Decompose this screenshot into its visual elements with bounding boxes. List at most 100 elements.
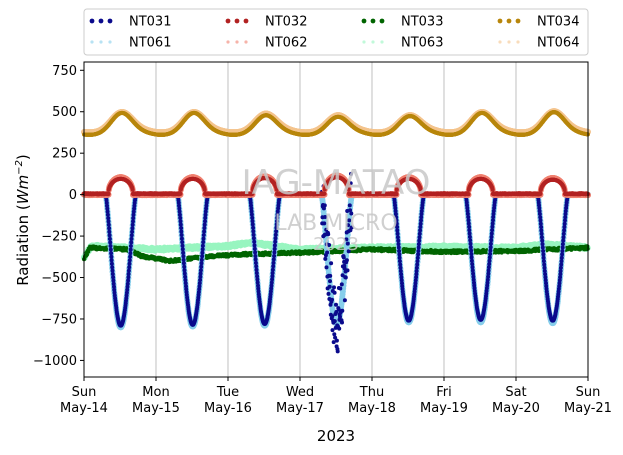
data-point bbox=[181, 257, 186, 262]
legend-marker bbox=[98, 18, 104, 24]
data-point bbox=[178, 219, 183, 224]
data-point bbox=[107, 226, 112, 231]
data-point bbox=[107, 236, 112, 241]
legend-label: NT033 bbox=[401, 15, 443, 30]
data-point bbox=[106, 222, 111, 227]
legend-marker bbox=[379, 18, 385, 24]
legend-marker bbox=[234, 18, 240, 24]
data-point bbox=[129, 233, 134, 238]
data-point bbox=[250, 222, 255, 227]
data-point bbox=[108, 244, 113, 248]
data-point bbox=[179, 229, 184, 234]
legend-item-nt061: NT061 bbox=[90, 36, 171, 51]
data-point bbox=[199, 264, 204, 269]
data-point bbox=[323, 256, 328, 261]
legend-label: NT032 bbox=[265, 15, 307, 30]
data-point bbox=[328, 279, 332, 284]
legend-marker bbox=[226, 40, 230, 44]
data-point bbox=[179, 236, 184, 241]
data-point bbox=[251, 236, 256, 241]
legend-marker bbox=[497, 18, 503, 24]
legend-item-nt034: NT034 bbox=[497, 15, 579, 30]
data-point bbox=[182, 264, 187, 269]
data-point bbox=[181, 254, 186, 259]
legend-item-nt062: NT062 bbox=[226, 36, 307, 51]
data-point bbox=[129, 240, 134, 245]
data-point bbox=[251, 225, 256, 230]
data-point bbox=[109, 251, 114, 256]
data-point bbox=[127, 265, 132, 270]
data-point bbox=[108, 240, 113, 245]
legend-marker bbox=[498, 40, 502, 44]
data-point bbox=[202, 226, 207, 230]
data-point bbox=[128, 247, 133, 252]
legend-label: NT062 bbox=[265, 36, 307, 51]
legend-marker bbox=[89, 18, 95, 24]
data-point bbox=[272, 246, 277, 251]
data-point bbox=[326, 291, 331, 296]
legend-marker bbox=[362, 40, 366, 44]
legend-marker bbox=[225, 18, 231, 24]
legend-marker bbox=[90, 40, 94, 44]
legend: NT031 NT032 NT033 NT034 NT061 NT062 NT063 NT064 bbox=[83, 8, 589, 56]
legend-frame bbox=[83, 8, 589, 56]
data-point bbox=[253, 260, 258, 265]
legend-marker bbox=[108, 40, 112, 44]
data-point bbox=[253, 257, 258, 262]
legend-label: NT063 bbox=[401, 36, 443, 51]
data-point bbox=[273, 236, 278, 241]
legend-item-nt063: NT063 bbox=[362, 36, 443, 51]
data-point bbox=[126, 272, 131, 276]
data-point bbox=[106, 219, 111, 224]
data-point bbox=[272, 254, 277, 258]
legend-label: NT061 bbox=[129, 36, 171, 51]
data-point bbox=[252, 246, 257, 251]
data-point bbox=[178, 222, 183, 227]
legend-label: NT031 bbox=[129, 15, 171, 30]
data-point bbox=[130, 222, 135, 227]
data-point bbox=[322, 203, 327, 208]
data-point bbox=[251, 232, 256, 237]
legend-item-nt064: NT064 bbox=[498, 36, 579, 51]
data-point bbox=[271, 264, 276, 269]
data-point bbox=[181, 261, 186, 266]
data-point bbox=[179, 233, 184, 237]
data-point bbox=[110, 265, 115, 270]
data-point bbox=[107, 229, 112, 234]
data-point bbox=[128, 251, 133, 256]
data-point bbox=[272, 250, 277, 255]
legend-marker bbox=[370, 18, 376, 24]
data-point bbox=[328, 273, 333, 278]
data-point bbox=[253, 250, 258, 255]
data-point bbox=[199, 261, 204, 266]
data-point bbox=[271, 257, 276, 262]
data-point bbox=[324, 265, 329, 270]
legend-marker bbox=[243, 18, 249, 24]
data-point bbox=[252, 239, 257, 244]
legend-marker bbox=[99, 40, 103, 44]
data-point bbox=[110, 268, 115, 273]
data-point bbox=[107, 233, 112, 238]
data-point bbox=[327, 284, 332, 289]
data-point bbox=[127, 258, 132, 263]
data-point bbox=[201, 236, 206, 241]
legend-item-nt033: NT033 bbox=[361, 15, 443, 30]
data-point bbox=[253, 254, 258, 258]
data-point bbox=[200, 247, 205, 252]
data-point bbox=[252, 243, 257, 248]
legend-item-nt031: NT031 bbox=[89, 15, 171, 30]
data-point bbox=[202, 222, 207, 227]
data-point bbox=[200, 250, 205, 255]
legend-marker bbox=[361, 18, 367, 24]
series-layer bbox=[81, 108, 591, 354]
data-point bbox=[180, 247, 185, 252]
legend-marker bbox=[244, 40, 248, 44]
legend-label: NT034 bbox=[537, 15, 579, 30]
grid-lines bbox=[155, 62, 517, 377]
legend-marker bbox=[380, 40, 384, 44]
legend-marker bbox=[371, 40, 375, 44]
data-point bbox=[108, 247, 113, 252]
data-point bbox=[179, 226, 184, 230]
